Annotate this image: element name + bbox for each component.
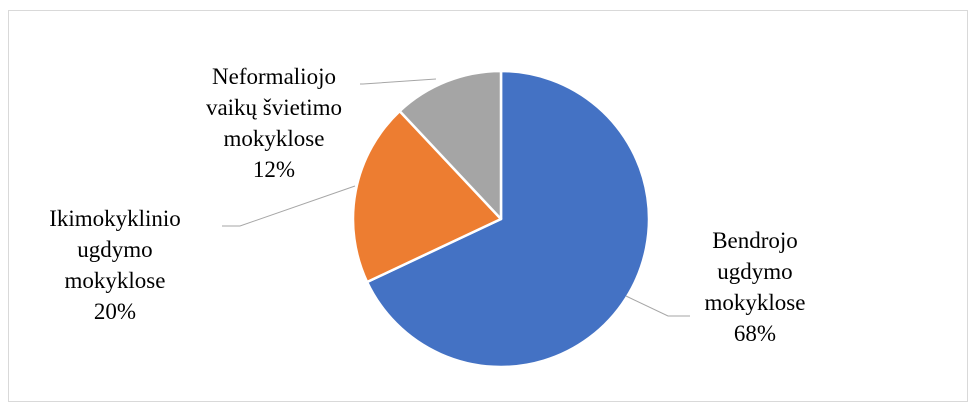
pie-slice <box>351 109 503 284</box>
pie-slices <box>351 69 651 369</box>
pie-slice <box>365 69 651 369</box>
data-label-line: 68% <box>734 321 776 346</box>
leader-line <box>625 295 690 317</box>
data-labels: Bendrojo ugdymo mokyklose 68% Ikimokyklinio u… <box>49 64 805 346</box>
data-label-line: 12% <box>253 157 295 182</box>
data-label-line: ugdymo <box>77 237 152 262</box>
data-label-line: mokyklose <box>705 290 806 315</box>
data-label-line: mokyklose <box>224 126 325 151</box>
pie-slice <box>398 69 503 221</box>
data-label-line: Bendrojo <box>712 228 798 253</box>
leader-lines <box>222 78 690 317</box>
slice-data-label: Neformaliojo vaikų švietimo mokyklose 12% <box>206 64 342 182</box>
data-label-line: 20% <box>94 299 136 324</box>
data-label-line: ugdymo <box>717 259 792 284</box>
leader-line <box>222 185 356 227</box>
data-label-line: mokyklose <box>65 268 166 293</box>
data-label-line: vaikų švietimo <box>206 95 342 120</box>
data-label-line: Ikimokyklinio <box>49 206 181 231</box>
slice-data-label: Ikimokyklinio ugdymo mokyklose 20% <box>49 206 181 324</box>
data-label-line: Neformaliojo <box>212 64 336 89</box>
leader-line <box>360 78 437 85</box>
slice-data-label: Bendrojo ugdymo mokyklose 68% <box>705 228 806 346</box>
